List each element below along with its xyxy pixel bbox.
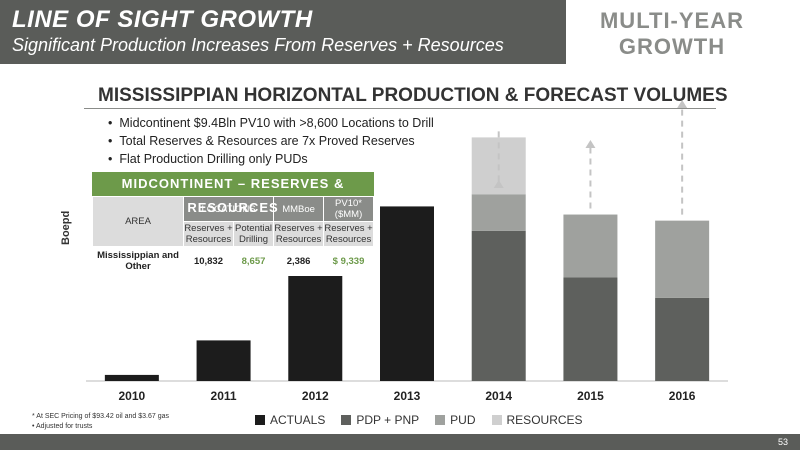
bar-actuals-2013 <box>380 206 434 381</box>
page-number: 53 <box>777 437 788 447</box>
sub-header-reserves: Reserves + Resources <box>323 221 374 247</box>
footnotes: * At SEC Pricing of $93.42 oil and $3.67… <box>32 412 169 432</box>
x-tick-label: 2013 <box>394 389 421 403</box>
right-title-line2: GROWTH <box>618 34 726 59</box>
footnote: • Adjusted for trusts <box>32 423 93 430</box>
row-locations-potential: 8,657 <box>232 246 275 276</box>
growth-arrow-icon <box>585 140 596 209</box>
header-title: LINE OF SIGHT GROWTH <box>12 6 313 33</box>
legend-item-pdp-pnp: PDP + PNP <box>341 413 419 427</box>
x-tick-label: 2016 <box>669 389 696 403</box>
bar-actuals-2012 <box>288 273 343 381</box>
bar-pdp-pnp-2015 <box>563 277 618 381</box>
legend-swatch <box>435 415 446 425</box>
bullet-item: Midcontinent $9.4Bln PV10 with >8,600 Lo… <box>108 114 433 132</box>
locations-header: LOCATIONS <box>182 196 275 222</box>
pv10-header: PV10* ($MM) <box>323 196 374 222</box>
row-mmboe: 2,386 <box>273 246 325 276</box>
footnote: * At SEC Pricing of $93.42 oil and $3.67… <box>32 413 169 420</box>
bar-pud-2015 <box>563 214 618 278</box>
bar-actuals-2010 <box>104 374 159 381</box>
sub-header-reserves: Reserves + Resources <box>183 221 234 247</box>
legend-swatch <box>255 415 265 425</box>
chart-legend: ACTUALS PDP + PNP PUD RESOURCES <box>255 413 599 427</box>
section-divider <box>84 108 716 109</box>
right-title-panel <box>566 0 800 64</box>
mmboe-header: MMBoe <box>273 196 325 222</box>
x-tick-label: 2015 <box>577 389 604 403</box>
x-tick-label: 2011 <box>211 389 237 403</box>
section-title: MISSISSIPPIAN HORIZONTAL PRODUCTION & FO… <box>98 85 728 106</box>
x-tick-label: 2012 <box>302 389 329 403</box>
x-tick-label: 2014 <box>485 389 512 403</box>
legend-label: ACTUALS <box>270 413 326 427</box>
growth-arrow-icon <box>677 100 688 215</box>
area-header: AREA <box>92 196 184 247</box>
y-axis-label: Boepd <box>60 210 72 245</box>
legend-item-resources: RESOURCES <box>491 413 583 427</box>
bar-pdp-pnp-2014 <box>471 230 526 381</box>
bullet-list: Midcontinent $9.4Bln PV10 with >8,600 Lo… <box>108 114 434 168</box>
legend-item-pud: PUD <box>435 413 476 427</box>
row-label: Mississippian and Other <box>92 246 184 276</box>
bar-pud-2016 <box>655 220 710 298</box>
midcon-table: MIDCONTINENT – RESERVES & RESOURCES AREA… <box>92 172 374 276</box>
legend-label: RESOURCES <box>506 413 583 427</box>
bullet-item: Total Reserves & Resources are 7x Proved… <box>108 132 434 150</box>
sub-header-reserves: Reserves + Resources <box>273 221 325 247</box>
legend-item-actuals: ACTUALS <box>255 413 325 427</box>
legend-label: PDP + PNP <box>356 413 420 427</box>
midcon-table-title: MIDCONTINENT – RESERVES & RESOURCES <box>92 172 374 215</box>
legend-label: PUD <box>450 413 476 427</box>
header-subtitle: Significant Production Increases From Re… <box>12 35 504 55</box>
legend-swatch <box>491 415 502 425</box>
bar-pdp-pnp-2016 <box>655 297 710 381</box>
row-locations-reserves: 10,832 <box>183 246 234 276</box>
x-tick-label: 2010 <box>119 389 146 403</box>
growth-arrow-icon <box>493 131 504 188</box>
legend-swatch <box>341 415 352 425</box>
bar-pud-2014 <box>471 194 526 231</box>
right-title-line1: MULTI-YEAR <box>599 8 745 33</box>
bar-actuals-2011 <box>196 340 251 381</box>
sub-header-potential: Potential Drilling <box>232 221 275 247</box>
footer-bar <box>0 434 800 450</box>
row-pv10: $ 9,339 <box>323 246 374 276</box>
bullet-item: Flat Production Drilling only PUDs <box>108 150 434 168</box>
